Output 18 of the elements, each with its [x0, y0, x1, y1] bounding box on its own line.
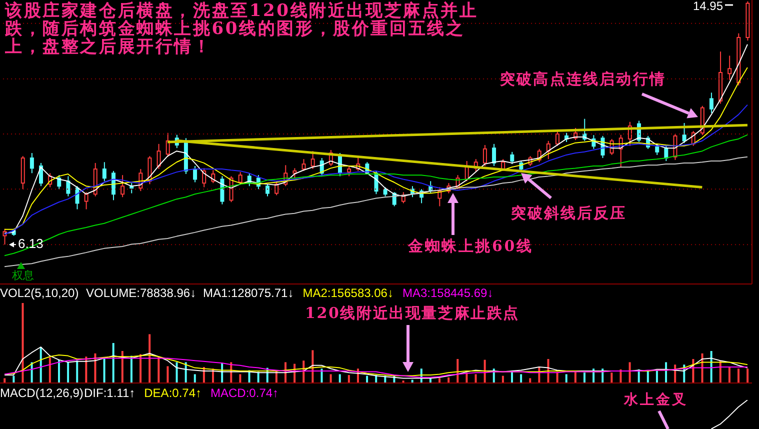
annotation: 水上金叉 — [624, 392, 688, 408]
annotation: 6.13 — [18, 236, 44, 252]
text: MA2:156583.06↓ — [302, 286, 394, 300]
text: MA1:128075.71↓ — [203, 286, 294, 300]
chart-title: VOL2(5,10,20) — [0, 286, 79, 300]
text: VOLUME:78838.96↓ — [86, 286, 196, 300]
annotation: 金蜘蛛上挑60线 — [408, 237, 534, 255]
text: MA3:158445.69↓ — [402, 286, 494, 300]
annotation: 突破斜线后反压 — [511, 204, 626, 222]
annotation: 14.95 — [692, 0, 723, 13]
text: DIF:1.11↑ — [84, 386, 136, 400]
legend-label: DEA:0.74↑ — [144, 386, 202, 400]
annotation: 120线附近出现量芝麻止跌点 — [305, 304, 520, 322]
annotation: 权息 — [12, 269, 34, 282]
legend-label: MACD:0.74↑ — [210, 386, 279, 400]
annotation: 该股庄家建仓后横盘，洗盘至120线附近出现芝麻点并止跌，随后构筑金蜘蛛上挑60线的图形，股价重回五线之上，盘整之后展开行情！ — [5, 1, 480, 57]
chart-title: MACD(12,26,9) — [0, 386, 84, 400]
annotation: 突破高点连线启动行情 — [500, 70, 666, 88]
